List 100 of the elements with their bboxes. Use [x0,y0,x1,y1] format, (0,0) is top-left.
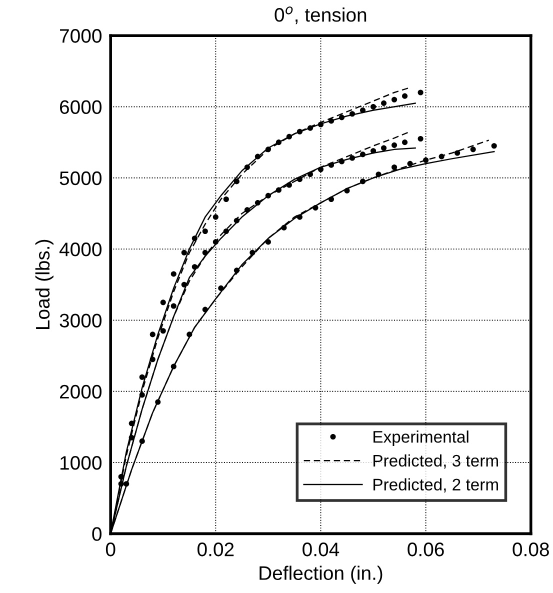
point [234,218,240,224]
point [181,282,187,288]
point [318,122,324,128]
point [234,178,240,184]
point [328,118,334,124]
point [265,146,271,152]
point [276,187,282,193]
point [139,374,145,380]
point [150,332,156,338]
point [381,145,387,151]
y-tick-label: 4000 [59,242,102,256]
point [344,188,350,194]
point [418,90,424,96]
x-tick-label: 0 [106,542,116,556]
point [202,250,208,256]
point [202,306,208,312]
point [139,438,145,444]
point [150,356,156,362]
point [212,214,218,220]
point [223,228,229,234]
x-tick-label: 0.02 [198,542,234,556]
x-tick-label: 0.06 [408,542,444,556]
y-tick-label: 1000 [60,456,102,470]
point [370,148,376,154]
point [381,100,387,106]
legend-label: Predicted, 3 term [374,454,498,469]
point [234,268,240,274]
y-tick-label: 6000 [60,100,102,114]
y-tick-label: 3000 [60,314,102,328]
point [276,140,282,146]
point [192,264,198,270]
point [265,192,271,198]
point [181,250,187,256]
point [470,146,476,152]
point [349,155,356,161]
point [139,392,145,398]
point [223,196,229,202]
point [118,474,124,480]
point [407,160,413,166]
point [192,236,198,242]
y-tick-label: 0 [92,527,102,541]
point [328,162,334,168]
point [338,114,345,120]
point [254,200,260,206]
point [418,136,424,142]
point [392,96,398,102]
point [250,250,256,256]
point [360,178,366,184]
point [286,182,292,188]
point [170,364,176,370]
point [212,239,218,245]
point [186,332,192,338]
point [370,104,376,110]
point [244,207,250,213]
point [296,128,303,134]
y-tick-label: 5000 [60,171,102,186]
point [360,152,366,158]
point [318,166,324,172]
point [491,143,497,149]
point [307,125,314,131]
point [155,399,161,405]
point [265,239,271,245]
point [312,205,318,211]
x-tick-label: 0.08 [512,542,549,556]
point [307,172,314,178]
x-axis-title: Deflection (in.) [260,566,382,584]
y-axis-title: Load (lbs.) [35,240,54,329]
point [376,172,382,178]
point [254,154,260,160]
point [349,111,356,117]
point [128,434,134,440]
y-tick-label: 7000 [60,29,102,43]
point [244,164,250,170]
point [360,108,366,114]
chart-title: 0$^{o}$, tension [274,6,366,24]
point [454,150,460,156]
legend-label: Predicted, 2 term [374,478,498,492]
point [170,303,176,309]
x-tick-label: 0.04 [302,542,340,556]
point [392,164,398,170]
point [170,271,176,277]
y-tick-label: 2000 [60,384,102,399]
point [160,328,166,334]
point [423,157,429,163]
point [392,142,398,148]
point [202,228,208,234]
point [160,300,166,306]
point [328,196,334,202]
point [118,481,124,487]
point [296,176,303,182]
legend-label: Experimental [374,430,468,446]
point [402,93,408,99]
point [286,134,292,140]
point [296,214,303,220]
point [281,224,287,230]
point [402,140,408,146]
point [124,481,130,487]
point [218,285,224,291]
point [438,154,444,160]
point [338,158,345,164]
